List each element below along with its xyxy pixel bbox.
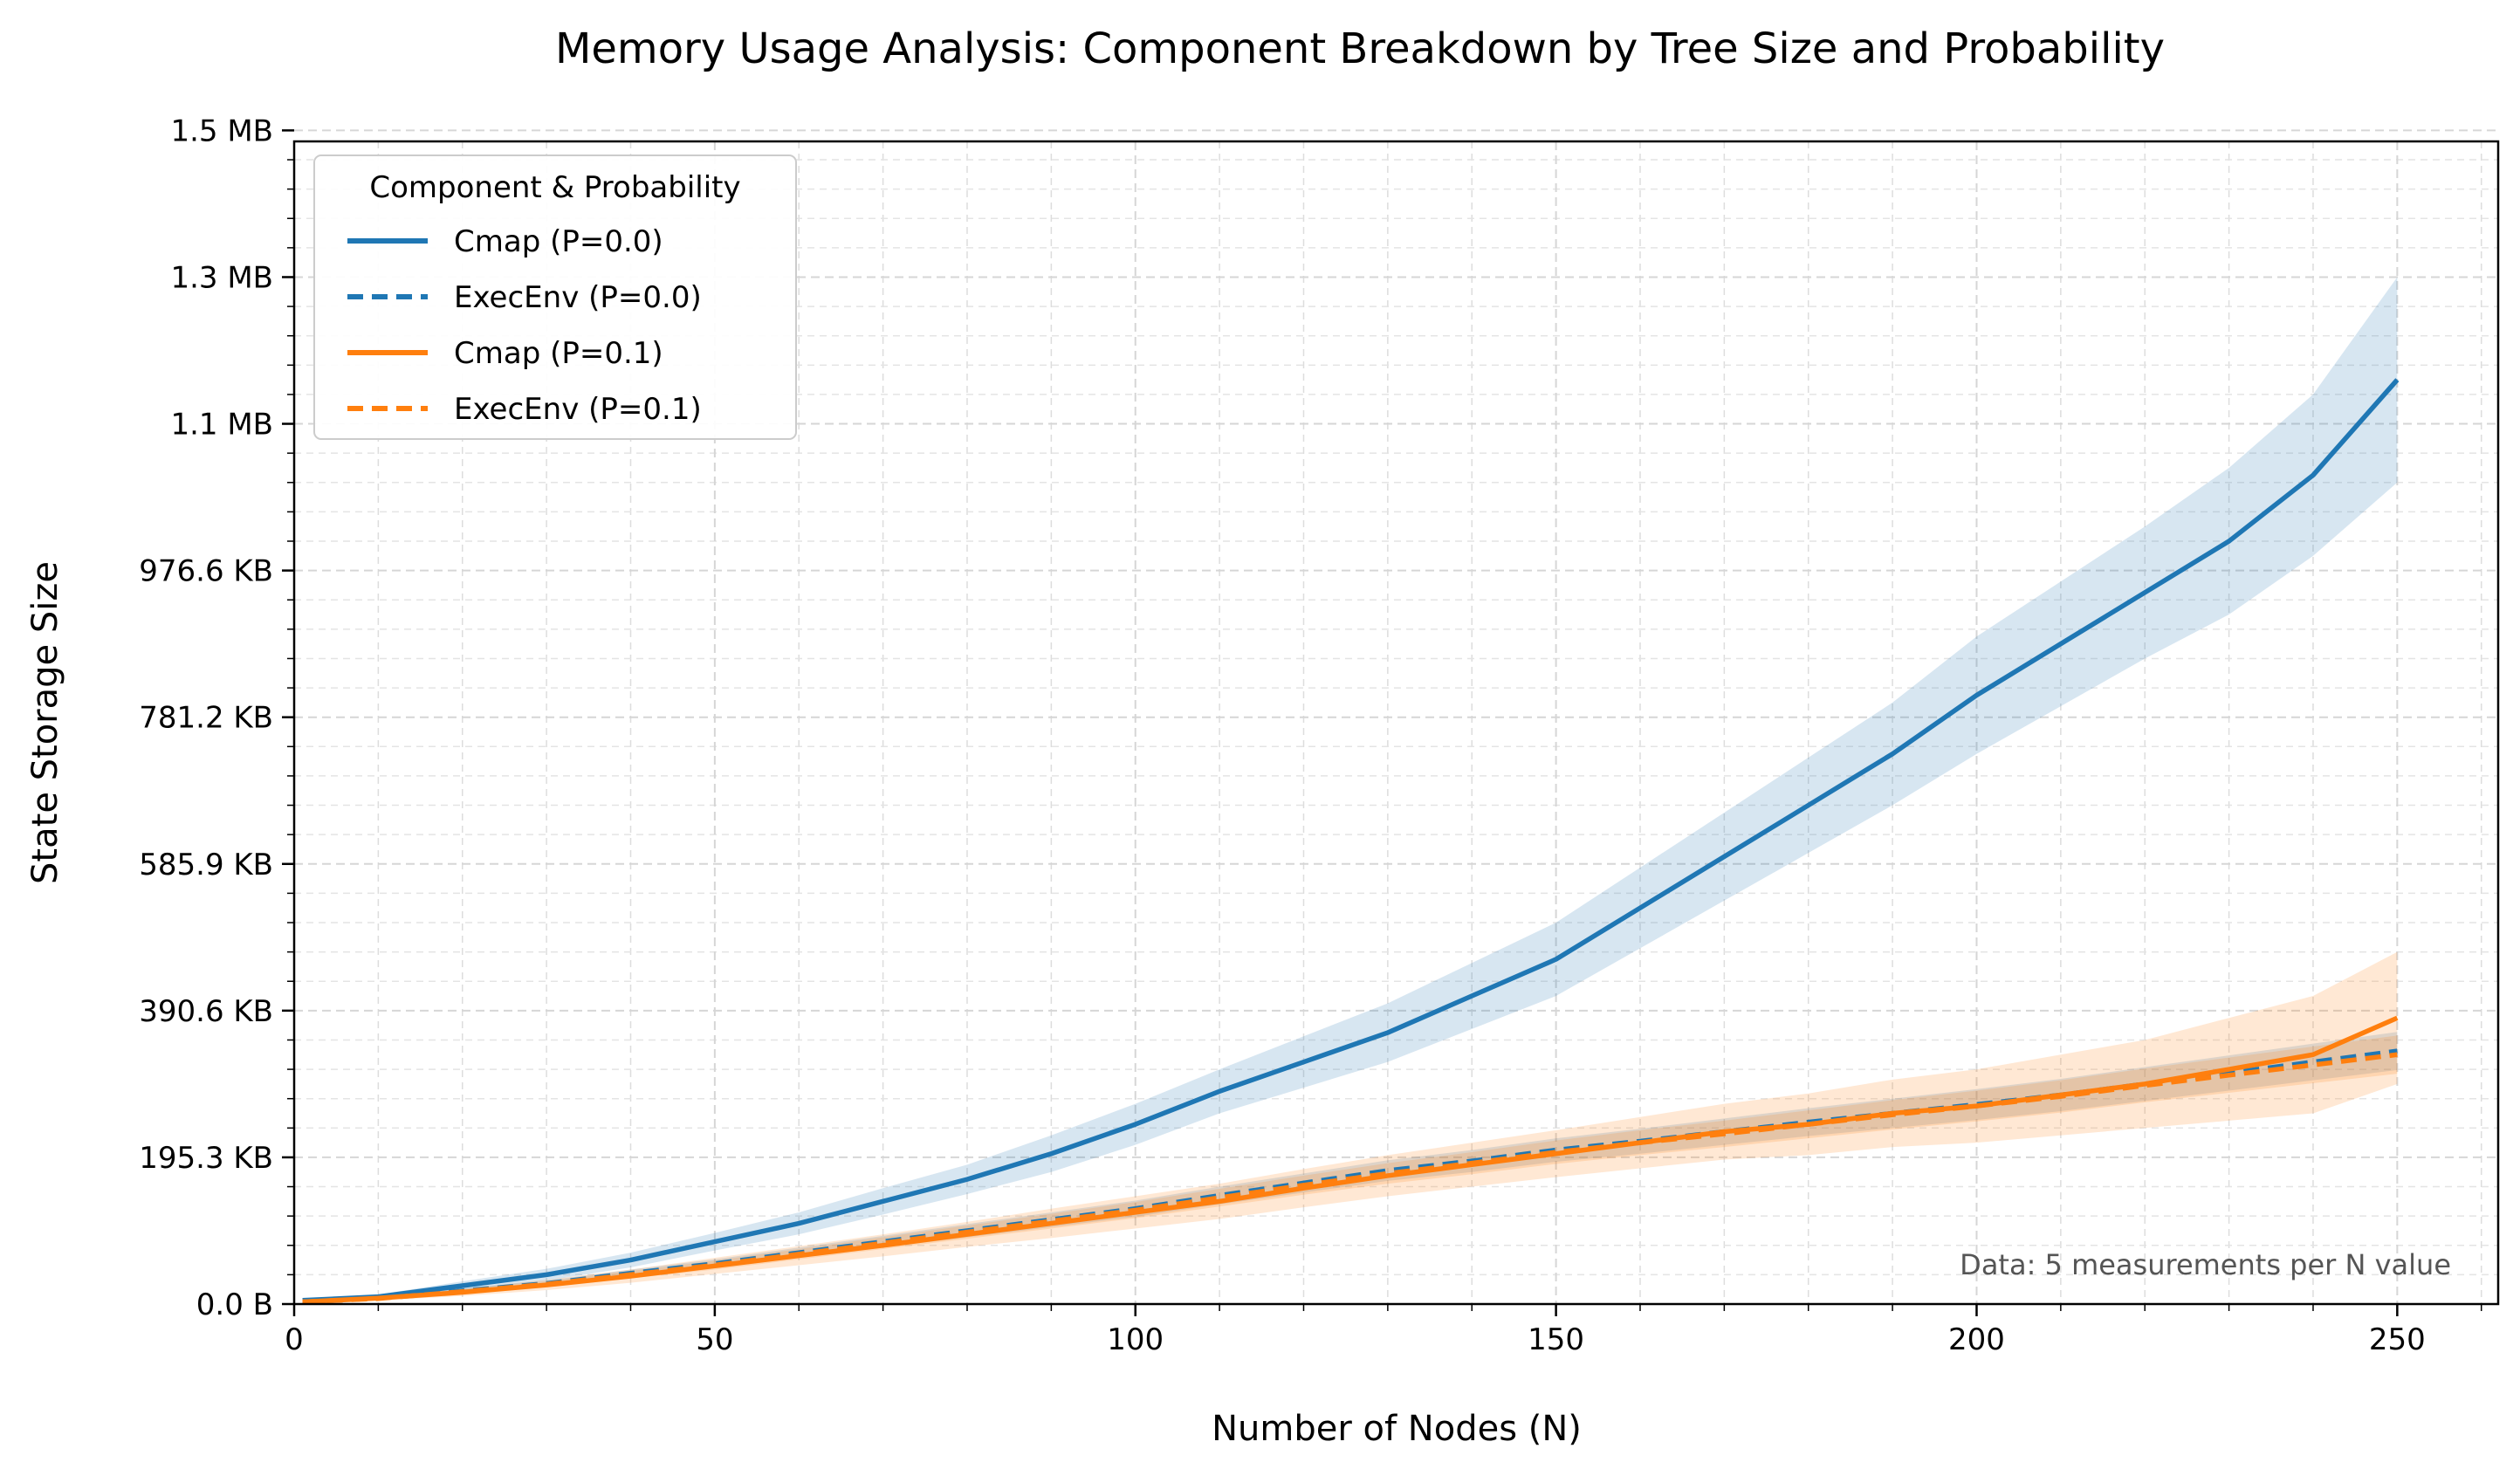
x-tick-label: 150	[1528, 1322, 1584, 1357]
x-tick-label: 0	[285, 1322, 304, 1357]
series-line-1	[302, 378, 2400, 1303]
x-tick-label: 100	[1107, 1322, 1164, 1357]
y-axis-ticks: 0.0 B 195.3 KB 390.6 KB 585.9 KB 781.2 KB 976…	[139, 113, 294, 1322]
legend-box	[313, 154, 797, 440]
x-axis-label: Number of Nodes (N)	[1212, 1409, 1582, 1449]
plot-frame	[292, 140, 2500, 1306]
legend-title: Component & Probability	[369, 170, 740, 205]
y-tick-label: 1.5 MB	[170, 113, 273, 148]
y-axis-label: State Storage Size	[25, 561, 65, 884]
legend-label: Cmap (P=0.1)	[454, 336, 663, 371]
series-line-4	[302, 1052, 2398, 1305]
y-tick-label: 585.9 KB	[139, 848, 273, 882]
y-tick-label: 390.6 KB	[139, 994, 273, 1029]
y-tick-label: 0.0 B	[196, 1287, 273, 1322]
legend-label: Cmap (P=0.0)	[454, 224, 663, 259]
y-tick-label: 1.1 MB	[170, 408, 273, 443]
legend: Component & Probability Cmap (P=0.0) Exec…	[313, 154, 797, 440]
y-tick-label: 781.2 KB	[139, 701, 273, 736]
y-tick-label: 976.6 KB	[139, 554, 273, 589]
confidence-band-3	[302, 951, 2398, 1304]
x-tick-label: 50	[696, 1322, 733, 1357]
legend-label: ExecEnv (P=0.0)	[454, 280, 702, 315]
confidence-band-4	[302, 1035, 2398, 1303]
x-tick-label: 250	[2369, 1322, 2426, 1357]
chart-title: Memory Usage Analysis: Component Breakdo…	[555, 24, 2165, 73]
band-layer	[302, 277, 2398, 1304]
line-layer	[302, 378, 2400, 1305]
y-tick-label: 1.3 MB	[170, 260, 273, 295]
data-annotation: Data: 5 measurements per N value	[1960, 1248, 2451, 1281]
x-tick-label: 200	[1948, 1322, 2005, 1357]
legend-items: Cmap (P=0.0) ExecEnv (P=0.0) Cmap (P=0.1) E…	[347, 224, 702, 427]
x-axis-ticks: 0 50 100 150 200 250	[285, 1304, 2482, 1357]
legend-label: ExecEnv (P=0.1)	[454, 392, 702, 427]
y-tick-label: 195.3 KB	[139, 1141, 273, 1176]
confidence-band-2	[302, 1032, 2398, 1303]
